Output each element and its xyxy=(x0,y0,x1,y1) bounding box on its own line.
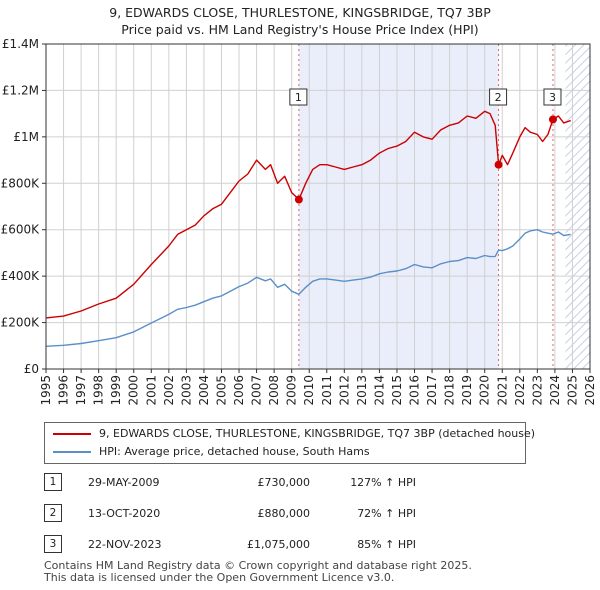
transaction-date: 22-NOV-2023 xyxy=(88,538,162,551)
y-tick-label: £0 xyxy=(24,362,39,376)
y-tick-label: £600K xyxy=(1,223,41,237)
x-tick-label: 2008 xyxy=(267,375,281,406)
x-tick-label: 2002 xyxy=(162,375,176,406)
x-tick-label: 1999 xyxy=(109,375,123,406)
x-tick-label: 1995 xyxy=(39,375,53,406)
x-tick-label: 2016 xyxy=(408,375,422,406)
x-tick-label: 2026 xyxy=(583,375,597,406)
x-tick-label: 2015 xyxy=(390,375,404,406)
sale-point-marker xyxy=(494,160,503,169)
y-tick-label: £1M xyxy=(13,130,39,144)
y-tick-label: £200K xyxy=(1,316,41,330)
sale-label-box xyxy=(289,88,308,106)
x-tick-label: 1996 xyxy=(57,375,71,406)
table-row: 3 22-NOV-2023 £1,075,000 85% ↑ HPI xyxy=(44,535,444,553)
table-row: 2 13-OCT-2020 £880,000 72% ↑ HPI xyxy=(44,504,444,522)
price-chart: 1 2 3 £0 £200K £400K £600K £800K £1M £1.2M £1.4M 1… xyxy=(1,37,597,406)
y-tick-label: £1.2M xyxy=(2,83,39,97)
footer-copyright: Contains HM Land Registry data © Crown c… xyxy=(44,559,472,572)
x-tick-label: 2020 xyxy=(478,375,492,406)
x-tick-label: 2019 xyxy=(460,375,474,406)
x-tick-label: 2025 xyxy=(565,375,579,406)
x-tick-label: 2010 xyxy=(302,375,316,406)
shaded-period xyxy=(298,44,499,369)
x-tick-label: 1997 xyxy=(74,375,88,406)
x-tick-label: 2011 xyxy=(320,375,334,406)
y-tick-label: £1.4M xyxy=(2,37,39,51)
x-tick-label: 2009 xyxy=(285,375,299,406)
forecast-hatch xyxy=(565,44,590,369)
y-tick-label: £400K xyxy=(1,269,41,283)
legend-swatch-hpi xyxy=(53,451,91,453)
x-tick-label: 2001 xyxy=(144,375,158,406)
transaction-price: £1,075,000 xyxy=(247,538,310,551)
transaction-date: 29-MAY-2009 xyxy=(88,476,160,489)
chart-title-block: 9, EDWARDS CLOSE, THURLESTONE, KINGSBRID… xyxy=(0,4,600,38)
transaction-price: £730,000 xyxy=(257,476,311,489)
chart-title: 9, EDWARDS CLOSE, THURLESTONE, KINGSBRID… xyxy=(109,5,491,20)
x-tick-label: 2024 xyxy=(548,375,562,406)
sale-label-box xyxy=(489,88,508,106)
transaction-number: 1 xyxy=(44,473,62,491)
x-tick-label: 2013 xyxy=(355,375,369,406)
footer-attribution: Contains HM Land Registry data © Crown c… xyxy=(44,560,472,584)
chart-legend: 9, EDWARDS CLOSE, THURLESTONE, KINGSBRID… xyxy=(44,422,535,464)
transaction-price: £880,000 xyxy=(257,507,311,520)
transaction-hpi-change: 127% ↑ HPI xyxy=(350,476,416,489)
legend-label-property: 9, EDWARDS CLOSE, THURLESTONE, KINGSBRID… xyxy=(99,427,536,440)
x-tick-label: 2012 xyxy=(337,375,351,406)
sale-label: 3 xyxy=(549,91,556,104)
chart-subtitle: Price paid vs. HM Land Registry's House … xyxy=(121,22,479,37)
sale-label-box xyxy=(543,88,562,106)
transaction-number: 2 xyxy=(44,504,62,522)
transaction-hpi-change: 85% ↑ HPI xyxy=(357,538,416,551)
transaction-number: 3 xyxy=(44,535,62,553)
sale-label: 1 xyxy=(295,91,302,104)
sale-point-marker xyxy=(548,115,557,124)
x-tick-label: 2022 xyxy=(513,375,527,406)
plot-frame xyxy=(45,43,591,370)
x-tick-label: 2005 xyxy=(214,375,228,406)
x-tick-label: 2006 xyxy=(232,375,246,406)
footer-licence: This data is licensed under the Open Gov… xyxy=(44,571,395,584)
x-tick-label: 2004 xyxy=(197,375,211,406)
legend-label-hpi: HPI: Average price, detached house, Sout… xyxy=(99,445,370,458)
x-tick-label: 2023 xyxy=(530,375,544,406)
x-tick-label: 2007 xyxy=(250,375,264,406)
property-price-line xyxy=(45,110,571,319)
sale-label: 2 xyxy=(495,91,502,104)
x-tick-label: 2018 xyxy=(443,375,457,406)
legend-swatch-property xyxy=(53,433,91,435)
x-tick-label: 2000 xyxy=(127,375,141,406)
x-tick-label: 2014 xyxy=(372,375,386,406)
y-tick-label: £800K xyxy=(1,176,41,190)
x-tick-label: 2017 xyxy=(425,375,439,406)
x-tick-label: 1998 xyxy=(92,375,106,406)
x-tick-label: 2003 xyxy=(179,375,193,406)
hpi-line xyxy=(45,229,571,347)
sale-point-marker xyxy=(294,195,303,204)
x-tick-label: 2021 xyxy=(495,375,509,406)
table-row: 1 29-MAY-2009 £730,000 127% ↑ HPI xyxy=(44,473,444,491)
transaction-date: 13-OCT-2020 xyxy=(88,507,161,520)
transaction-hpi-change: 72% ↑ HPI xyxy=(357,507,416,520)
